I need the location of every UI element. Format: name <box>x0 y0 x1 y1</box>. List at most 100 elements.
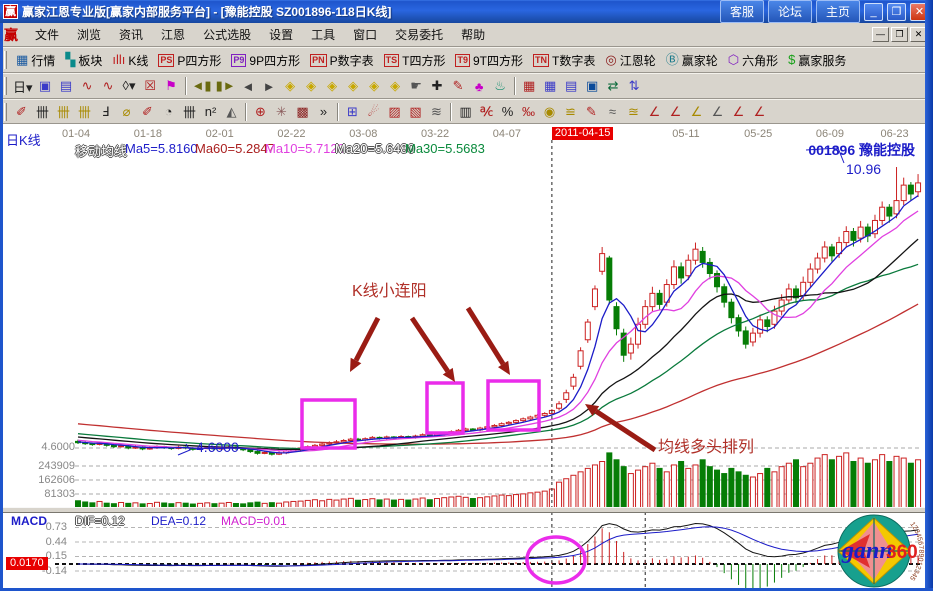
marker-dropdown-icon[interactable]: ◊▾ <box>122 78 136 93</box>
menu-item-9[interactable]: 帮助 <box>461 28 486 42</box>
restore-button[interactable]: ❐ <box>887 2 906 21</box>
doc-minimize-button[interactable]: — <box>872 27 889 42</box>
mini-wave-9-icon[interactable]: ∿ <box>102 78 114 93</box>
forum-link-button[interactable]: 论坛 <box>767 0 812 23</box>
menu-item-1[interactable]: 浏览 <box>77 28 102 42</box>
wave-a-icon[interactable]: ≈ <box>608 104 617 119</box>
n-squared-icon[interactable]: n² <box>204 104 217 119</box>
angle-win-icon[interactable]: ∠ <box>732 103 745 119</box>
chart-area[interactable]: K线小连阳 均线多头排列 10.96 4.6000 日K线 01-04 01-18 02-… <box>3 124 925 588</box>
angle-four-icon[interactable]: ∠ <box>753 103 766 119</box>
service-link-button[interactable]: 客服 <box>719 0 764 23</box>
pointer-a-icon[interactable]: ✎ <box>452 78 464 93</box>
angle-speed-icon[interactable]: ∠ <box>711 103 724 119</box>
minimize-button[interactable]: _ <box>864 2 883 21</box>
zoom-window-icon[interactable]: ▣ <box>38 78 52 93</box>
percent-line-icon[interactable]: ‰ <box>522 104 535 119</box>
menu-item-6[interactable]: 工具 <box>311 28 336 42</box>
grid-ticks-icon[interactable]: 卌 <box>35 105 49 120</box>
angle-sail-icon[interactable]: ◭ <box>226 103 237 119</box>
toolbar-button-gann-wheel[interactable]: ◎ 江恩轮 <box>600 50 660 71</box>
step-back-icon[interactable]: ◄ <box>241 78 255 94</box>
net-transfer-icon[interactable]: ⇅ <box>628 78 640 93</box>
draw-pen-icon[interactable]: ✐ <box>16 103 27 119</box>
stamp-icon[interactable]: ☒ <box>144 78 156 93</box>
gold-ticks-1-icon[interactable]: 卌 <box>56 105 70 120</box>
gold-angle-icon[interactable]: ≊ <box>628 103 639 119</box>
toolbar-button-p-number[interactable]: PN P数字表 <box>305 50 379 71</box>
toolbar-button-t-square[interactable]: TS T四方形 <box>379 50 451 71</box>
angle-f-icon[interactable]: ∠ <box>669 103 682 119</box>
grid-red-2-icon[interactable]: ▧ <box>409 103 422 119</box>
menu-item-4[interactable]: 公式选股 <box>203 28 252 42</box>
toolbar-button-hexagon[interactable]: ⬡ 六角形 <box>723 50 783 71</box>
toolbar-button-sectors[interactable]: ▚ 板块 <box>60 50 107 71</box>
diamond-left-icon[interactable]: ◈ <box>285 78 296 93</box>
toolbar-button-p-square[interactable]: PS P四方形 <box>153 50 226 71</box>
pane-splitter[interactable] <box>3 507 925 513</box>
mini-wave-3-icon[interactable]: ∿ <box>81 78 93 93</box>
go-last-icon[interactable]: ▮► <box>215 78 236 93</box>
toolbar-button-winner-service[interactable]: $ 赢家服务 <box>783 50 851 71</box>
save-icon[interactable]: ▣ <box>585 78 599 93</box>
panel-frame-icon[interactable]: ⊞ <box>347 103 358 119</box>
diamond-h-icon[interactable]: ◈ <box>327 78 338 93</box>
macd-value-label: MACD=0.01 <box>221 514 287 528</box>
candle-type-dropdown-icon[interactable]: 日▾ <box>13 79 33 95</box>
calculator-icon[interactable]: ▦ <box>543 78 557 93</box>
gann-fan-icon[interactable]: ☄ <box>367 103 380 119</box>
toolbar-button-quotes[interactable]: ▦ 行情 <box>11 50 60 71</box>
draw-pen-2-icon[interactable]: ✐ <box>142 103 153 119</box>
menu-item-5[interactable]: 设置 <box>269 28 294 42</box>
menu-item-2[interactable]: 资讯 <box>119 28 144 42</box>
brain-icon[interactable]: ♨ <box>494 78 506 93</box>
gold-circle-icon[interactable]: ◉ <box>543 103 556 119</box>
star-burst-icon[interactable]: ✳ <box>276 103 287 119</box>
fibo-f-icon[interactable]: Ⅎ <box>101 103 110 119</box>
step-fwd-icon[interactable]: ► <box>262 78 276 94</box>
notepad-icon[interactable]: ▤ <box>564 78 578 93</box>
home-link-button[interactable]: 主页 <box>815 0 860 23</box>
go-first-icon[interactable]: ◄▮ <box>191 78 212 93</box>
net-refresh-icon[interactable]: ⇄ <box>607 78 619 93</box>
target-circle-icon[interactable]: ⊕ <box>255 103 266 119</box>
toolbar-button-kline[interactable]: ıllı K线 <box>107 50 153 71</box>
diamond-right-icon[interactable]: ◈ <box>306 78 317 93</box>
toolbar-button-9t-square[interactable]: T9 9T四方形 <box>450 50 528 71</box>
angle-j-icon[interactable]: ∠ <box>648 103 661 119</box>
diamond-x-icon[interactable]: ◈ <box>348 78 359 93</box>
menu-item-7[interactable]: 窗口 <box>353 28 378 42</box>
menu-item-0[interactable]: 文件 <box>35 28 60 42</box>
club-tree-icon[interactable]: ♣ <box>474 78 484 94</box>
spiral-icon[interactable]: ⌀ <box>122 103 131 119</box>
ruler-scale-icon[interactable]: ▥ <box>459 103 472 119</box>
calendar-icon[interactable]: ▦ <box>522 78 536 93</box>
toolbar-button-winner-wheel[interactable]: Ⓑ 赢家轮 <box>661 50 723 71</box>
toolbar-button-9p-square[interactable]: P9 9P四方形 <box>226 50 305 71</box>
menu-item-3[interactable]: 江恩 <box>161 28 186 42</box>
date-tick-04-07: 04-07 <box>492 128 521 140</box>
percent-icon[interactable]: % <box>501 104 514 119</box>
menu-item-8[interactable]: 交易委托 <box>395 28 444 42</box>
crosshair-icon[interactable]: ✚ <box>431 78 443 93</box>
overflow-chevron-icon[interactable]: » <box>319 104 328 119</box>
diamond-all-icon[interactable]: ◈ <box>390 78 401 93</box>
ticks-plain-icon[interactable]: 卌 <box>182 105 196 120</box>
toolbar-button-t-number[interactable]: TN T数字表 <box>528 50 600 71</box>
annotation-small-yang: K线小连阳 <box>352 282 427 300</box>
doc-restore-button[interactable]: ❐ <box>891 27 908 42</box>
gold-ticks-2-icon[interactable]: 卌 <box>77 105 91 120</box>
hand-pointer-icon[interactable]: ☛ <box>410 78 422 93</box>
flag-icon[interactable]: ⚑ <box>165 78 177 93</box>
angle-gold-icon[interactable]: ∠ <box>690 103 703 119</box>
grid-dense-icon[interactable]: ▩ <box>296 103 309 119</box>
info-panel-icon[interactable]: ▤ <box>59 78 73 93</box>
percent-7-icon[interactable]: ℀ <box>479 103 494 119</box>
cycle-clock-icon[interactable]: ◔ <box>164 104 173 119</box>
grid-red-1-icon[interactable]: ▨ <box>388 103 401 119</box>
gold-line-icon[interactable]: ≌ <box>565 103 576 119</box>
diamond-star-icon[interactable]: ◈ <box>369 78 380 93</box>
speed-lines-icon[interactable]: ≋ <box>431 103 442 119</box>
brush-icon[interactable]: ✎ <box>586 103 597 119</box>
